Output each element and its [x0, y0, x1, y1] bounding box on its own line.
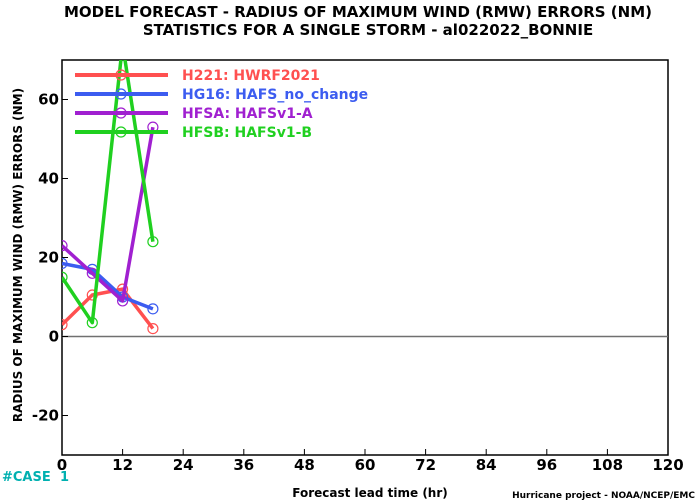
chart-title: MODEL FORECAST - RADIUS OF MAXIMUM WIND … — [64, 3, 652, 21]
plot-frame — [61, 59, 669, 456]
x-tick-label: 0 — [57, 456, 67, 474]
x-tick-label: 36 — [233, 456, 254, 474]
x-tick-label: 48 — [294, 456, 315, 474]
y-tick-label: 0 — [49, 328, 59, 346]
data-point-hfsb — [147, 236, 159, 248]
credit-text: Hurricane project - NOAA/NCEP/EMC — [512, 491, 695, 501]
series-line-hg16 — [62, 261, 154, 311]
legend-marker-hg16 — [115, 88, 127, 100]
data-point-h221 — [147, 323, 159, 335]
data-point-h221 — [62, 319, 68, 331]
legend-marker-h221 — [115, 69, 127, 81]
x-tick-label: 60 — [355, 456, 376, 474]
data-point-hfsb — [62, 271, 68, 283]
case-count: 1 — [60, 470, 69, 485]
legend-label-hfsb: HFSB: HAFSv1-B — [182, 125, 312, 141]
x-tick-label: 108 — [592, 456, 623, 474]
legend-marker-hfsb — [115, 126, 127, 138]
x-axis-label: Forecast lead time (hr) — [292, 486, 448, 500]
x-tick-label: 96 — [536, 456, 557, 474]
y-tick-label: 20 — [38, 249, 59, 267]
legend-label-hg16: HG16: HAFS_no_change — [182, 87, 368, 103]
data-point-hg16 — [147, 303, 159, 315]
y-tick-label: -20 — [32, 407, 59, 425]
y-tick-label: 40 — [38, 170, 59, 188]
y-axis-label: RADIUS OF MAXIMUM WIND (RMW) ERRORS (NM) — [11, 88, 25, 422]
x-tick-label: 120 — [652, 456, 683, 474]
case-label: #CASE — [2, 470, 51, 485]
data-point-hg16 — [62, 257, 68, 270]
series-line-hfsa — [62, 126, 155, 303]
data-point-hfsb — [118, 39, 128, 49]
data-point-hfsa — [62, 240, 68, 252]
data-point-hfsb — [86, 317, 98, 329]
series-lines — [62, 39, 159, 335]
x-tick-label: 84 — [476, 456, 497, 474]
x-tick-label: 12 — [112, 456, 133, 474]
x-tick-label: 72 — [415, 456, 436, 474]
series-line-hfsb — [62, 60, 155, 325]
data-point-h221 — [86, 289, 98, 301]
data-point-hfsa — [116, 295, 129, 307]
axes: 0 12 24 36 48 60 72 84 96 108 120 -20 0 20 40 60 — [32, 59, 684, 474]
series-line-h221 — [62, 287, 155, 330]
legend-label-hfsa: HFSA: HAFSv1-A — [182, 106, 313, 122]
chart-subtitle: STATISTICS FOR A SINGLE STORM - al022022… — [143, 21, 593, 39]
y-tick-label: 60 — [38, 91, 59, 109]
legend-label-h221: H221: HWRF2021 — [182, 68, 320, 84]
legend: H221: HWRF2021 HG16: HAFS_no_change HFSA: … — [75, 68, 368, 141]
x-tick-label: 24 — [173, 456, 194, 474]
legend-marker-hfsa — [115, 107, 127, 119]
